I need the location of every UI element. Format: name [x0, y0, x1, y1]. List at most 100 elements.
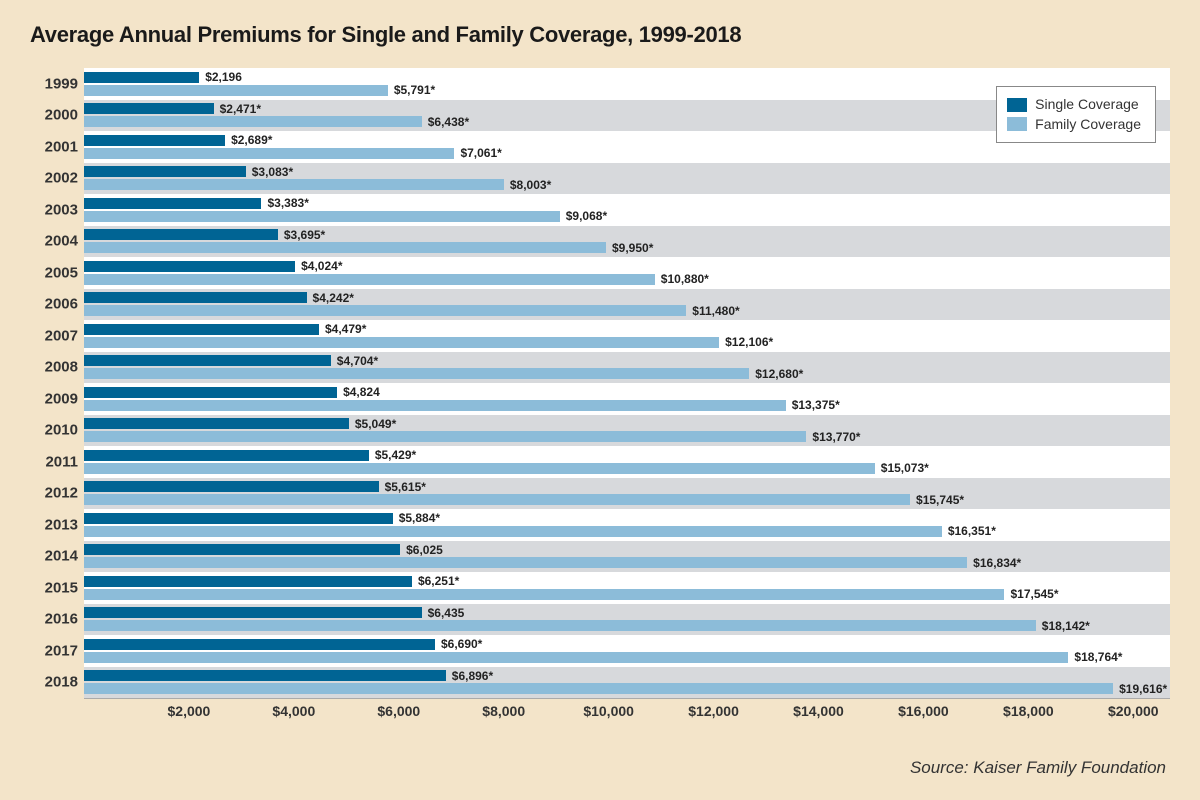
family-bar	[84, 589, 1004, 600]
family-bar	[84, 211, 560, 222]
family-bar-label: $19,616*	[1119, 682, 1167, 696]
year-label: 2018	[30, 674, 78, 691]
legend-item: Family Coverage	[1007, 115, 1141, 135]
single-bar	[84, 229, 278, 240]
x-tick-label: $4,000	[272, 703, 315, 719]
single-bar	[84, 355, 331, 366]
year-label: 2014	[30, 548, 78, 565]
single-bar	[84, 198, 261, 209]
year-label: 2008	[30, 359, 78, 376]
single-bar	[84, 607, 422, 618]
single-bar-label: $5,884*	[399, 511, 440, 525]
family-bar	[84, 400, 786, 411]
family-bar-label: $18,764*	[1074, 650, 1122, 664]
single-bar-label: $3,083*	[252, 165, 293, 179]
family-bar	[84, 494, 910, 505]
single-bar	[84, 103, 214, 114]
family-bar-label: $17,545*	[1010, 587, 1058, 601]
single-bar-label: $4,704*	[337, 354, 378, 368]
family-bar-label: $8,003*	[510, 178, 551, 192]
family-bar	[84, 526, 942, 537]
legend-swatch	[1007, 117, 1027, 131]
year-label: 1999	[30, 75, 78, 92]
single-bar	[84, 324, 319, 335]
year-label: 2013	[30, 516, 78, 533]
family-bar	[84, 305, 686, 316]
family-bar-label: $16,351*	[948, 524, 996, 538]
legend-swatch	[1007, 98, 1027, 112]
x-tick-label: $6,000	[377, 703, 420, 719]
family-bar-label: $12,680*	[755, 367, 803, 381]
legend: Single CoverageFamily Coverage	[996, 86, 1156, 143]
family-bar-label: $10,880*	[661, 272, 709, 286]
x-tick-label: $18,000	[1003, 703, 1054, 719]
family-bar-label: $9,068*	[566, 209, 607, 223]
family-bar-label: $13,375*	[792, 398, 840, 412]
single-bar	[84, 639, 435, 650]
premium-chart: 1999$2,196$5,791*2000$2,471*$6,438*2001$…	[30, 68, 1170, 728]
year-label: 2006	[30, 296, 78, 313]
single-bar-label: $5,615*	[385, 480, 426, 494]
family-bar	[84, 337, 719, 348]
single-bar-label: $5,429*	[375, 448, 416, 462]
year-label: 2004	[30, 233, 78, 250]
single-bar	[84, 292, 307, 303]
family-bar	[84, 368, 749, 379]
family-bar	[84, 148, 454, 159]
single-bar	[84, 544, 400, 555]
single-bar	[84, 72, 199, 83]
single-bar-label: $4,479*	[325, 322, 366, 336]
family-bar-label: $9,950*	[612, 241, 653, 255]
year-label: 2002	[30, 170, 78, 187]
single-bar	[84, 450, 369, 461]
family-bar	[84, 652, 1068, 663]
single-bar-label: $3,383*	[267, 196, 308, 210]
family-bar	[84, 620, 1036, 631]
family-bar	[84, 85, 388, 96]
year-label: 2017	[30, 642, 78, 659]
legend-label: Single Coverage	[1035, 95, 1139, 115]
single-bar-label: $6,690*	[441, 637, 482, 651]
single-bar	[84, 670, 446, 681]
single-bar	[84, 261, 295, 272]
single-bar-label: $4,824	[343, 385, 380, 399]
family-bar	[84, 242, 606, 253]
single-bar-label: $6,251*	[418, 574, 459, 588]
family-bar	[84, 431, 806, 442]
single-bar	[84, 166, 246, 177]
year-label: 2009	[30, 390, 78, 407]
single-bar	[84, 418, 349, 429]
family-bar	[84, 557, 967, 568]
family-bar-label: $5,791*	[394, 83, 435, 97]
family-bar-label: $11,480*	[692, 304, 739, 318]
single-bar-label: $4,024*	[301, 259, 342, 273]
family-bar	[84, 179, 504, 190]
family-bar-label: $16,834*	[973, 556, 1021, 570]
family-bar-label: $15,745*	[916, 493, 964, 507]
single-bar-label: $5,049*	[355, 417, 396, 431]
family-bar-label: $6,438*	[428, 115, 469, 129]
year-label: 2012	[30, 485, 78, 502]
single-bar-label: $2,471*	[220, 102, 261, 116]
single-bar	[84, 135, 225, 146]
single-bar-label: $2,689*	[231, 133, 272, 147]
year-label: 2016	[30, 611, 78, 628]
family-bar-label: $7,061*	[460, 146, 501, 160]
single-bar	[84, 481, 379, 492]
single-bar	[84, 576, 412, 587]
x-tick-label: $14,000	[793, 703, 844, 719]
year-label: 2010	[30, 422, 78, 439]
year-label: 2015	[30, 579, 78, 596]
x-tick-label: $8,000	[482, 703, 525, 719]
single-bar-label: $6,896*	[452, 669, 493, 683]
family-bar	[84, 463, 875, 474]
x-axis: $2,000$4,000$6,000$8,000$10,000$12,000$1…	[84, 698, 1170, 728]
year-label: 2005	[30, 264, 78, 281]
single-bar	[84, 513, 393, 524]
family-bar-label: $15,073*	[881, 461, 929, 475]
single-bar-label: $6,435	[428, 606, 465, 620]
family-bar	[84, 116, 422, 127]
single-bar-label: $3,695*	[284, 228, 325, 242]
family-bar-label: $13,770*	[812, 430, 860, 444]
x-tick-label: $2,000	[168, 703, 211, 719]
